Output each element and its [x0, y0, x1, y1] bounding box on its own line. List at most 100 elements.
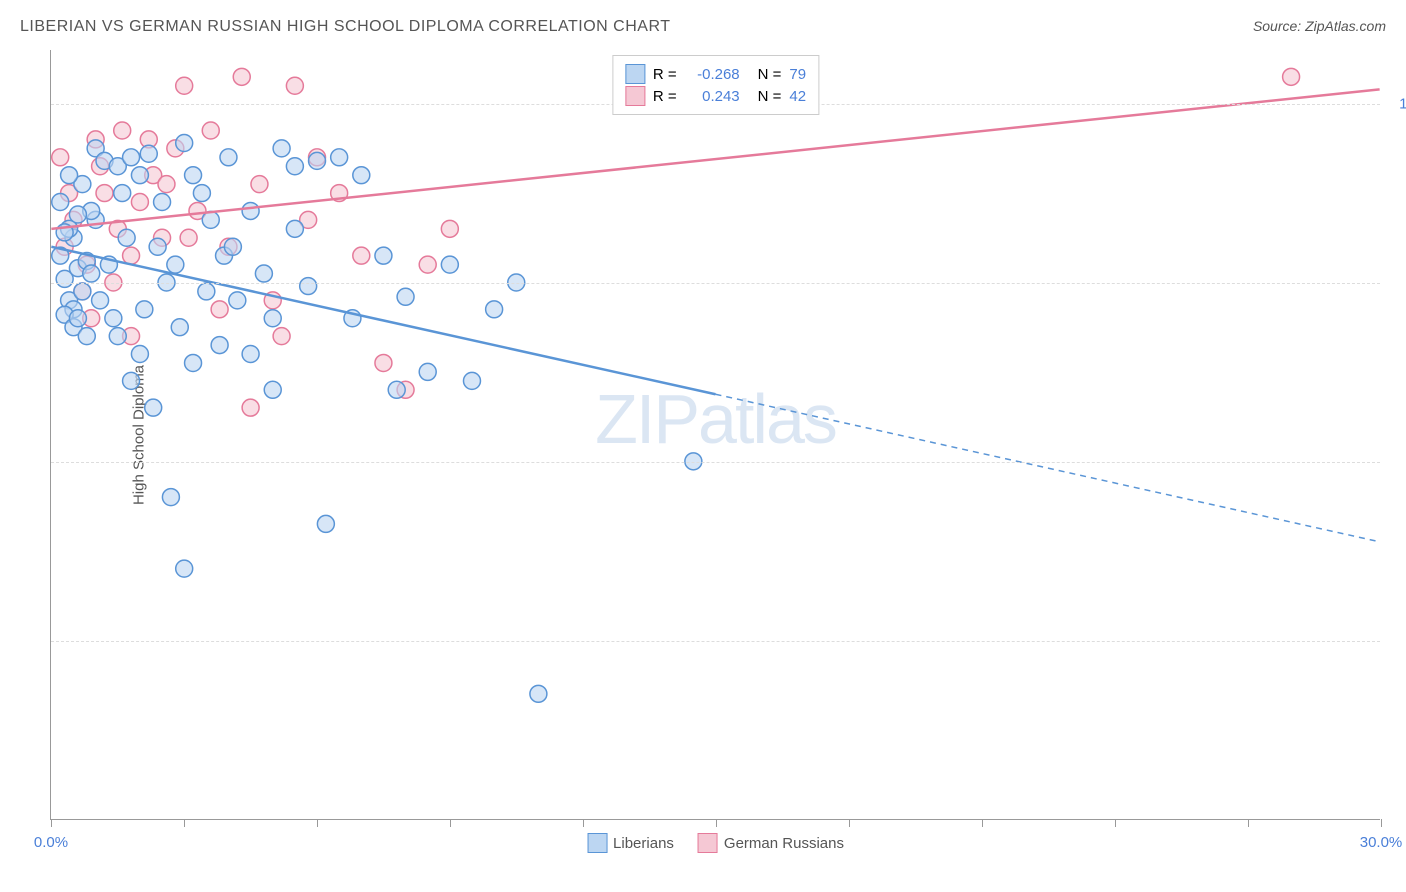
- ytick-label: 90.0%: [1390, 274, 1406, 291]
- xtick-label: 0.0%: [34, 834, 68, 851]
- scatter-point: [441, 256, 458, 273]
- scatter-point: [224, 238, 241, 255]
- scatter-point: [300, 278, 317, 295]
- scatter-point: [131, 167, 148, 184]
- scatter-point: [353, 247, 370, 264]
- scatter-point: [233, 68, 250, 85]
- scatter-point: [486, 301, 503, 318]
- xtick: [1248, 819, 1249, 827]
- scatter-point: [131, 194, 148, 211]
- xtick: [583, 819, 584, 827]
- legend-n-label-1: N =: [758, 88, 782, 105]
- scatter-point: [251, 176, 268, 193]
- scatter-point: [229, 292, 246, 309]
- scatter-point: [158, 176, 175, 193]
- scatter-point: [154, 194, 171, 211]
- chart-container: LIBERIAN VS GERMAN RUSSIAN HIGH SCHOOL D…: [0, 0, 1406, 892]
- scatter-point: [78, 328, 95, 345]
- scatter-point: [220, 149, 237, 166]
- scatter-point: [69, 310, 86, 327]
- scatter-point: [105, 310, 122, 327]
- trend-line-dashed: [716, 394, 1380, 542]
- scatter-point: [185, 354, 202, 371]
- ytick-label: 70.0%: [1390, 632, 1406, 649]
- xtick: [184, 819, 185, 827]
- scatter-point: [118, 229, 135, 246]
- xtick: [51, 819, 52, 827]
- scatter-point: [375, 247, 392, 264]
- scatter-point: [176, 560, 193, 577]
- legend-bottom-swatch-0: [587, 833, 607, 853]
- scatter-point: [145, 399, 162, 416]
- xtick-label: 30.0%: [1360, 834, 1403, 851]
- xtick: [450, 819, 451, 827]
- scatter-point: [273, 328, 290, 345]
- chart-title: LIBERIAN VS GERMAN RUSSIAN HIGH SCHOOL D…: [20, 18, 670, 36]
- legend-bottom-item-1: German Russians: [698, 833, 844, 853]
- gridline-h: [51, 641, 1380, 642]
- legend-n-label-0: N =: [758, 66, 782, 83]
- scatter-point: [242, 346, 259, 363]
- gridline-h: [51, 462, 1380, 463]
- scatter-point: [83, 265, 100, 282]
- scatter-point: [180, 229, 197, 246]
- legend-bottom-swatch-1: [698, 833, 718, 853]
- legend-r-label-0: R =: [653, 66, 677, 83]
- scatter-point: [463, 372, 480, 389]
- scatter-point: [1283, 68, 1300, 85]
- scatter-point: [123, 372, 140, 389]
- legend-bottom-item-0: Liberians: [587, 833, 674, 853]
- legend-bottom-label-1: German Russians: [724, 835, 844, 852]
- xtick: [1115, 819, 1116, 827]
- scatter-point: [388, 381, 405, 398]
- scatter-point: [353, 167, 370, 184]
- legend-r-label-1: R =: [653, 88, 677, 105]
- plot-area: High School Diploma ZIPatlas R = -0.268 …: [50, 50, 1380, 820]
- scatter-point: [255, 265, 272, 282]
- scatter-point: [331, 149, 348, 166]
- xtick: [317, 819, 318, 827]
- scatter-point: [530, 685, 547, 702]
- xtick: [1381, 819, 1382, 827]
- scatter-point: [419, 256, 436, 273]
- scatter-point: [211, 301, 228, 318]
- scatter-point: [202, 122, 219, 139]
- ytick-label: 100.0%: [1390, 95, 1406, 112]
- xtick: [982, 819, 983, 827]
- scatter-point: [317, 515, 334, 532]
- ytick-label: 80.0%: [1390, 453, 1406, 470]
- scatter-point: [441, 220, 458, 237]
- legend-bottom-label-0: Liberians: [613, 835, 674, 852]
- scatter-point: [176, 77, 193, 94]
- scatter-point: [242, 202, 259, 219]
- legend-swatch-1: [625, 86, 645, 106]
- scatter-point: [419, 363, 436, 380]
- xtick: [716, 819, 717, 827]
- legend-n-value-1: 42: [789, 88, 806, 105]
- legend-swatch-0: [625, 64, 645, 84]
- legend-series: Liberians German Russians: [587, 833, 844, 853]
- xtick: [849, 819, 850, 827]
- scatter-point: [264, 381, 281, 398]
- scatter-point: [309, 152, 326, 169]
- scatter-point: [136, 301, 153, 318]
- scatter-point: [69, 206, 86, 223]
- legend-row-1: R = 0.243 N = 42: [625, 86, 806, 106]
- scatter-point: [61, 167, 78, 184]
- scatter-point: [114, 185, 131, 202]
- legend-r-value-0: -0.268: [685, 66, 740, 83]
- scatter-point: [242, 399, 259, 416]
- scatter-point: [167, 256, 184, 273]
- scatter-point: [397, 288, 414, 305]
- scatter-point: [52, 149, 69, 166]
- scatter-point: [176, 135, 193, 152]
- scatter-point: [74, 283, 91, 300]
- scatter-point: [92, 292, 109, 309]
- legend-r-value-1: 0.243: [685, 88, 740, 105]
- scatter-point: [123, 247, 140, 264]
- scatter-point: [193, 185, 210, 202]
- legend-row-0: R = -0.268 N = 79: [625, 64, 806, 84]
- scatter-point: [131, 346, 148, 363]
- scatter-point: [185, 167, 202, 184]
- scatter-point: [211, 337, 228, 354]
